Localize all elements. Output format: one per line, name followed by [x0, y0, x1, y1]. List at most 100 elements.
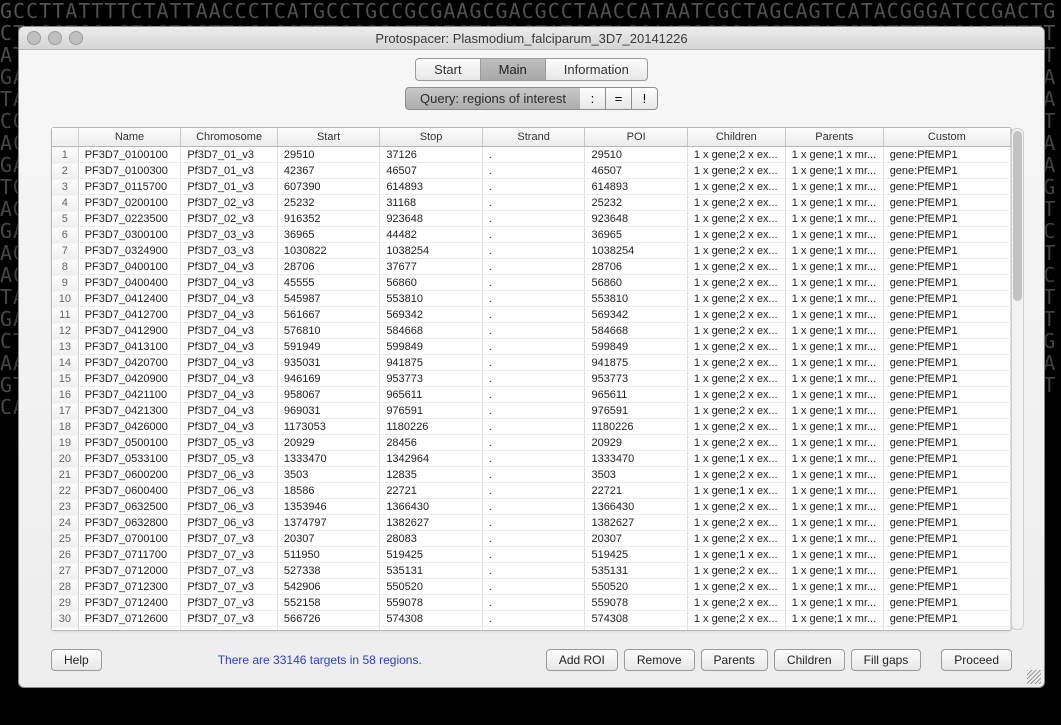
cell-custom: gene:PfEMP1	[883, 259, 1010, 275]
status-text: There are 33146 targets in 58 regions.	[218, 653, 422, 667]
cell-start: 29510	[277, 147, 379, 163]
table-row[interactable]: 22PF3D7_0600400Pf3D7_06_v31858622721.227…	[52, 483, 1011, 499]
remove-button[interactable]: Remove	[624, 649, 695, 671]
titlebar[interactable]: Protospacer: Plasmodium_falciparum_3D7_2…	[19, 27, 1044, 50]
col-name[interactable]: Name	[78, 128, 181, 147]
table-row[interactable]: 3PF3D7_0115700Pf3D7_01_v3607390614893.61…	[52, 179, 1011, 195]
cell-parents: 1 x gene;1 x mr...	[785, 307, 883, 323]
cell-custom: gene:PfEMP1	[883, 403, 1010, 419]
scroll-thumb[interactable]	[1013, 131, 1022, 301]
query-label[interactable]: Query: regions of interest	[405, 87, 580, 110]
cell-stop: 1382627	[380, 515, 482, 531]
row-number: 11	[52, 307, 78, 323]
tab-information[interactable]: Information	[546, 59, 647, 80]
vertical-scrollbar[interactable]	[1011, 128, 1024, 630]
cell-chromosome: Pf3D7_06_v3	[181, 499, 278, 515]
table-row[interactable]: 25PF3D7_0700100Pf3D7_07_v32030728083.203…	[52, 531, 1011, 547]
table-row[interactable]: 9PF3D7_0400400Pf3D7_04_v34555556860.5686…	[52, 275, 1011, 291]
fill-gaps-button[interactable]: Fill gaps	[851, 649, 922, 671]
cell-parents: 1 x gene;1 x mr...	[785, 211, 883, 227]
table-row[interactable]: 5PF3D7_0223500Pf3D7_02_v3916352923648.92…	[52, 211, 1011, 227]
table-row[interactable]: 31PF3D7_0712800Pf3D7_07_v3581386588923.5…	[52, 627, 1011, 631]
add-roi-button[interactable]: Add ROI	[546, 649, 618, 671]
cell-parents: 1 x gene;1 x mr...	[785, 227, 883, 243]
cell-poi: 20307	[585, 531, 687, 547]
table-row[interactable]: 4PF3D7_0200100Pf3D7_02_v32523231168.2523…	[52, 195, 1011, 211]
table-row[interactable]: 29PF3D7_0712400Pf3D7_07_v3552158559078.5…	[52, 595, 1011, 611]
children-button[interactable]: Children	[774, 649, 845, 671]
cell-parents: 1 x gene;1 x mr...	[785, 387, 883, 403]
table-row[interactable]: 16PF3D7_0421100Pf3D7_04_v3958067965611.9…	[52, 387, 1011, 403]
table-row[interactable]: 6PF3D7_0300100Pf3D7_03_v33696544482.3696…	[52, 227, 1011, 243]
table-row[interactable]: 1PF3D7_0100100Pf3D7_01_v32951037126.2951…	[52, 147, 1011, 163]
col-custom[interactable]: Custom	[883, 128, 1010, 147]
table-row[interactable]: 19PF3D7_0500100Pf3D7_05_v32092928456.209…	[52, 435, 1011, 451]
col-parents[interactable]: Parents	[785, 128, 883, 147]
table-row[interactable]: 28PF3D7_0712300Pf3D7_07_v3542906550520.5…	[52, 579, 1011, 595]
table-row[interactable]: 8PF3D7_0400100Pf3D7_04_v32870637677.2870…	[52, 259, 1011, 275]
cell-stop: 976591	[380, 403, 482, 419]
col-poi[interactable]: POI	[585, 128, 687, 147]
cell-strand: .	[482, 611, 585, 627]
cell-start: 916352	[277, 211, 379, 227]
table-row[interactable]: 26PF3D7_0711700Pf3D7_07_v3511950519425.5…	[52, 547, 1011, 563]
col-children[interactable]: Children	[687, 128, 785, 147]
parents-button[interactable]: Parents	[701, 649, 768, 671]
resize-handle-icon[interactable]	[1027, 670, 1041, 684]
table-row[interactable]: 18PF3D7_0426000Pf3D7_04_v311730531180226…	[52, 419, 1011, 435]
col-rownum[interactable]	[52, 128, 78, 147]
cell-stop: 12835	[380, 467, 482, 483]
col-stop[interactable]: Stop	[380, 128, 482, 147]
cell-name: PF3D7_0420700	[78, 355, 181, 371]
proceed-button[interactable]: Proceed	[941, 649, 1012, 671]
cell-custom: gene:PfEMP1	[883, 307, 1010, 323]
zoom-icon[interactable]	[69, 31, 83, 45]
cell-strand: .	[482, 403, 585, 419]
cell-poi: 1333470	[585, 451, 687, 467]
cell-name: PF3D7_0223500	[78, 211, 181, 227]
col-strand[interactable]: Strand	[482, 128, 585, 147]
minimize-icon[interactable]	[48, 31, 62, 45]
table-row[interactable]: 24PF3D7_0632800Pf3D7_06_v313747971382627…	[52, 515, 1011, 531]
table-row[interactable]: 13PF3D7_0413100Pf3D7_04_v3591949599849.5…	[52, 339, 1011, 355]
table-row[interactable]: 12PF3D7_0412900Pf3D7_04_v3576810584668.5…	[52, 323, 1011, 339]
cell-start: 20929	[277, 435, 379, 451]
table-row[interactable]: 21PF3D7_0600200Pf3D7_06_v3350312835.3503…	[52, 467, 1011, 483]
table-row[interactable]: 11PF3D7_0412700Pf3D7_04_v3561667569342.5…	[52, 307, 1011, 323]
cell-start: 36965	[277, 227, 379, 243]
row-number: 25	[52, 531, 78, 547]
row-number: 14	[52, 355, 78, 371]
cell-poi: 1038254	[585, 243, 687, 259]
table-row[interactable]: 10PF3D7_0412400Pf3D7_04_v3545987553810.5…	[52, 291, 1011, 307]
table-row[interactable]: 20PF3D7_0533100Pf3D7_05_v313334701342964…	[52, 451, 1011, 467]
table-row[interactable]: 14PF3D7_0420700Pf3D7_04_v3935031941875.9…	[52, 355, 1011, 371]
tab-main[interactable]: Main	[481, 59, 546, 80]
row-number: 10	[52, 291, 78, 307]
col-start[interactable]: Start	[277, 128, 379, 147]
cell-name: PF3D7_0200100	[78, 195, 181, 211]
tab-start[interactable]: Start	[416, 59, 480, 80]
table-row[interactable]: 7PF3D7_0324900Pf3D7_03_v310308221038254.…	[52, 243, 1011, 259]
table-row[interactable]: 30PF3D7_0712600Pf3D7_07_v3566726574308.5…	[52, 611, 1011, 627]
cell-strand: .	[482, 339, 585, 355]
table-row[interactable]: 23PF3D7_0632500Pf3D7_06_v313539461366430…	[52, 499, 1011, 515]
query-bang-button[interactable]: !	[632, 87, 658, 110]
table-row[interactable]: 27PF3D7_0712000Pf3D7_07_v3527338535131.5…	[52, 563, 1011, 579]
col-chromosome[interactable]: Chromosome	[181, 128, 278, 147]
table-row[interactable]: 15PF3D7_0420900Pf3D7_04_v3946169953773.9…	[52, 371, 1011, 387]
cell-poi: 588923	[585, 627, 687, 631]
cell-strand: .	[482, 563, 585, 579]
cell-parents: 1 x gene;1 x mr...	[785, 435, 883, 451]
cell-poi: 3503	[585, 467, 687, 483]
close-icon[interactable]	[27, 31, 41, 45]
table-row[interactable]: 17PF3D7_0421300Pf3D7_04_v3969031976591.9…	[52, 403, 1011, 419]
table-row[interactable]: 2PF3D7_0100300Pf3D7_01_v34236746507.4650…	[52, 163, 1011, 179]
cell-name: PF3D7_0421300	[78, 403, 181, 419]
help-button[interactable]: Help	[51, 649, 102, 671]
cell-poi: 614893	[585, 179, 687, 195]
row-number: 1	[52, 147, 78, 163]
query-colon-button[interactable]: :	[580, 87, 606, 110]
row-number: 8	[52, 259, 78, 275]
cell-poi: 965611	[585, 387, 687, 403]
query-equals-button[interactable]: =	[606, 87, 632, 110]
